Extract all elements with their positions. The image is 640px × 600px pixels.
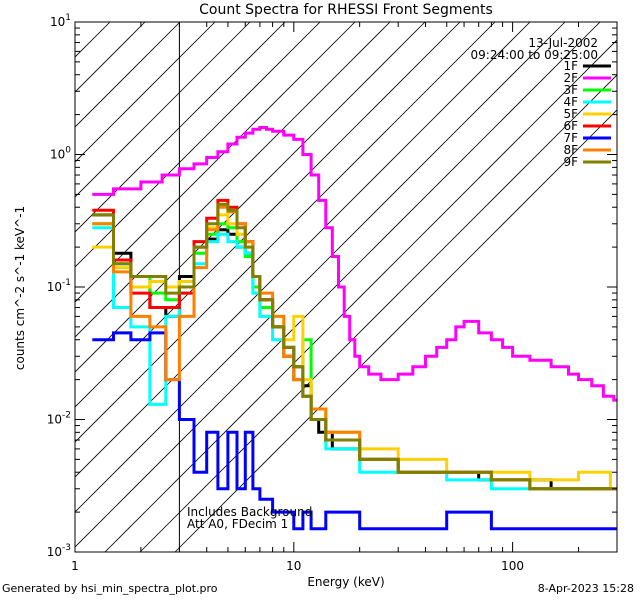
series-line-9F (92, 202, 617, 491)
x-tick-label: 10 (286, 559, 301, 573)
chart-title: Count Spectra for RHESSI Front Segments (199, 2, 493, 18)
y-tick-label: 10-2 (47, 411, 71, 427)
x-tick-label: 100 (501, 559, 524, 573)
series-group (92, 126, 617, 531)
legend-label-8F: 8F (563, 143, 578, 157)
series-line-2F (92, 126, 617, 402)
legend-label-6F: 6F (563, 119, 578, 133)
footer-generated-by: Generated by hsi_min_spectra_plot.pro (2, 582, 218, 595)
annotation-attenuator: Att A0, FDecim 1 (187, 517, 288, 531)
x-tick-label: 1 (71, 559, 79, 573)
time-range-label: 09:24:00 to 09:25:00 (471, 48, 598, 62)
shaded-region (75, 22, 617, 552)
legend-label-4F: 4F (563, 95, 578, 109)
x-tick-labels: 1 10 100 (71, 559, 524, 573)
series-line-4F (92, 226, 617, 491)
date-label: 13-Jul-2002 (528, 36, 598, 50)
axis-ticks (74, 21, 618, 553)
y-tick-labels: 10-3 10-2 10-1 100 101 (47, 13, 72, 559)
legend-label-7F: 7F (563, 131, 578, 145)
legend-label-3F: 3F (563, 83, 578, 97)
footer-timestamp: 8-Apr-2023 15:28 (537, 582, 634, 595)
y-axis-label: counts cm^-2 s^-1 keV^-1 (13, 206, 27, 370)
legend-label-9F: 9F (563, 155, 578, 169)
legend-label-2F: 2F (563, 71, 578, 85)
legend-label-1F: 1F (563, 59, 578, 73)
y-tick-label: 10-1 (47, 278, 71, 294)
series-line-6F (92, 198, 617, 491)
y-tick-label: 10-3 (47, 543, 71, 559)
x-axis-label: Energy (keV) (307, 575, 384, 589)
annotation-background: Includes Background (187, 505, 312, 519)
y-tick-label: 100 (50, 146, 71, 162)
legend-label-5F: 5F (563, 107, 578, 121)
series-line-8F (92, 205, 617, 491)
y-tick-label: 101 (50, 13, 71, 29)
